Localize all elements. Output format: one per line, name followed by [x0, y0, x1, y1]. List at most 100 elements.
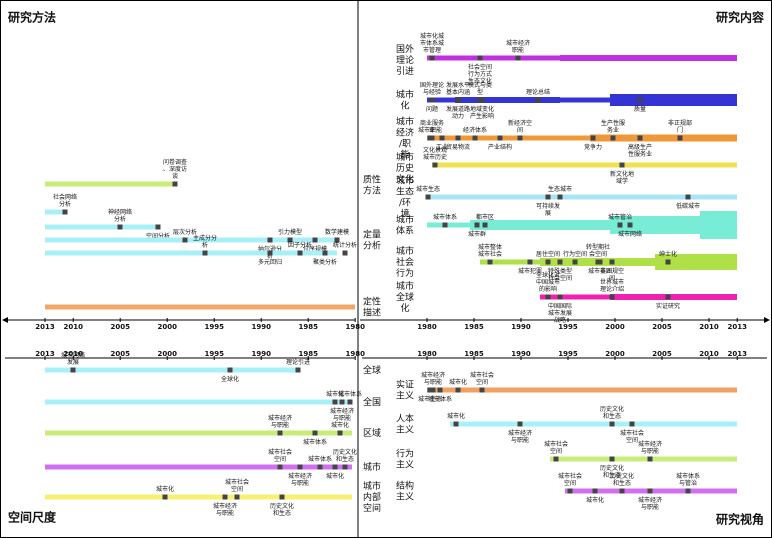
event-marker — [430, 387, 436, 393]
row-label: 行为主义 — [396, 447, 414, 470]
row-label: 城市体系 — [396, 213, 414, 236]
event-marker — [572, 259, 578, 265]
event-label: 实证研究 — [656, 302, 680, 310]
quadrant-title: 研究方法 — [8, 10, 56, 25]
event-marker — [545, 259, 551, 265]
event-label: 社会网络分析 — [53, 193, 77, 208]
row-label: 城市历史文化 — [396, 151, 414, 185]
event-label: 城市社会空间 — [620, 429, 644, 444]
event-marker — [517, 421, 523, 427]
event-label: 历史文化和生态 — [600, 464, 624, 479]
event-marker — [182, 237, 188, 243]
event-label: 引力模型 — [278, 228, 302, 236]
row-label: 城市内部空间 — [363, 480, 381, 514]
event-label: 历史文化和生态 — [610, 472, 634, 487]
event-label: 高级生产性服务业 — [628, 143, 652, 158]
event-marker — [62, 209, 68, 215]
tick-label: 1990 — [251, 323, 271, 331]
event-label: 城市社会空间 — [268, 448, 292, 463]
timeline-bar — [45, 237, 337, 243]
tick-label: 2013 — [727, 323, 747, 331]
tick-label: 1990 — [511, 323, 531, 331]
tick-label: 1980 — [345, 323, 365, 331]
event-label: 历史文化和生态 — [600, 405, 624, 420]
quadrant-title: 研究内容 — [716, 10, 764, 25]
event-label: 主成分分析 — [193, 234, 217, 249]
row-label: 城市社会行为 — [396, 245, 414, 279]
event-marker — [482, 222, 488, 228]
event-label: 发展水平基本内涵 — [446, 81, 470, 96]
event-label: 贸易物流 — [446, 143, 470, 151]
tick-label: 2005 — [110, 350, 130, 358]
event-marker — [685, 194, 691, 200]
timeline-bar — [45, 367, 298, 373]
event-marker — [515, 55, 521, 61]
tick-label: 1985 — [298, 350, 318, 358]
event-label: 行为空间 — [563, 250, 587, 258]
event-label: 城市化 — [586, 496, 604, 504]
event-label: 城市经济与职能 — [213, 502, 237, 517]
row-label: 全球 — [363, 364, 381, 376]
event-marker — [432, 162, 438, 168]
event-label: 统计分析 — [333, 241, 357, 249]
event-marker — [479, 387, 485, 393]
event-marker — [474, 222, 480, 228]
event-label: 聚类分析 — [313, 258, 337, 266]
row-label: 城市 — [363, 461, 381, 473]
event-label: 城市管治 — [608, 213, 632, 221]
timeline-bar — [590, 134, 737, 142]
event-marker — [677, 135, 683, 141]
event-label: 层次分析 — [173, 228, 197, 236]
event-label: 发展道路动力 — [446, 105, 470, 120]
event-label: 非正规空间 — [600, 267, 624, 282]
event-marker — [647, 488, 653, 494]
event-marker — [70, 367, 76, 373]
event-marker — [553, 456, 559, 462]
event-marker — [279, 494, 285, 500]
timeline-bar — [427, 97, 737, 103]
event-label: 都市区 — [476, 213, 494, 221]
timeline-bar — [45, 209, 65, 215]
event-marker — [277, 430, 283, 436]
tick-label: 1990 — [251, 350, 271, 358]
tick-label: 1995 — [204, 323, 224, 331]
event-marker — [487, 259, 493, 265]
event-marker — [567, 488, 573, 494]
event-label: 城市体系 — [303, 438, 327, 446]
event-marker — [332, 399, 338, 405]
row-label: 国外理论引进 — [396, 43, 414, 77]
event-label: 产业结构 — [488, 143, 512, 151]
event-label: 数学建模 — [325, 228, 349, 236]
event-label: 商业服务业 — [420, 119, 444, 134]
event-label: 模式与类型 — [468, 81, 492, 96]
tick-label: 1995 — [558, 350, 578, 358]
timeline-bar — [45, 399, 352, 405]
event-label: 经济体系 — [463, 126, 487, 134]
event-label: 可持续发展 — [536, 202, 560, 217]
timeline-bar — [455, 97, 560, 103]
event-label: 城市社会空间 — [470, 371, 494, 386]
event-marker — [609, 421, 615, 427]
event-marker — [629, 421, 635, 427]
event-label: 城市化 — [326, 390, 344, 398]
event-marker — [610, 135, 616, 141]
event-label: 城市社会空间 — [225, 478, 249, 493]
event-label: 城市化 — [331, 421, 349, 429]
event-marker — [155, 224, 161, 230]
event-label: 城市体系与管治 — [676, 472, 700, 487]
tick-label: 2013 — [35, 350, 55, 358]
event-marker — [665, 259, 671, 265]
event-label: 质量 — [634, 105, 646, 113]
tick-label: 2013 — [35, 323, 55, 331]
event-label: 全球化 — [221, 375, 239, 383]
event-marker — [295, 367, 301, 373]
event-label: 理论引进 — [286, 358, 310, 366]
event-label: 城市整体城市社会 — [478, 243, 502, 258]
event-marker — [455, 387, 461, 393]
event-label: 城市化 — [447, 412, 465, 420]
timeline-bar — [700, 211, 737, 239]
tick-label: 1995 — [204, 350, 224, 358]
event-label: 城市化 — [326, 472, 344, 480]
event-label: 城市职能 — [418, 126, 442, 134]
